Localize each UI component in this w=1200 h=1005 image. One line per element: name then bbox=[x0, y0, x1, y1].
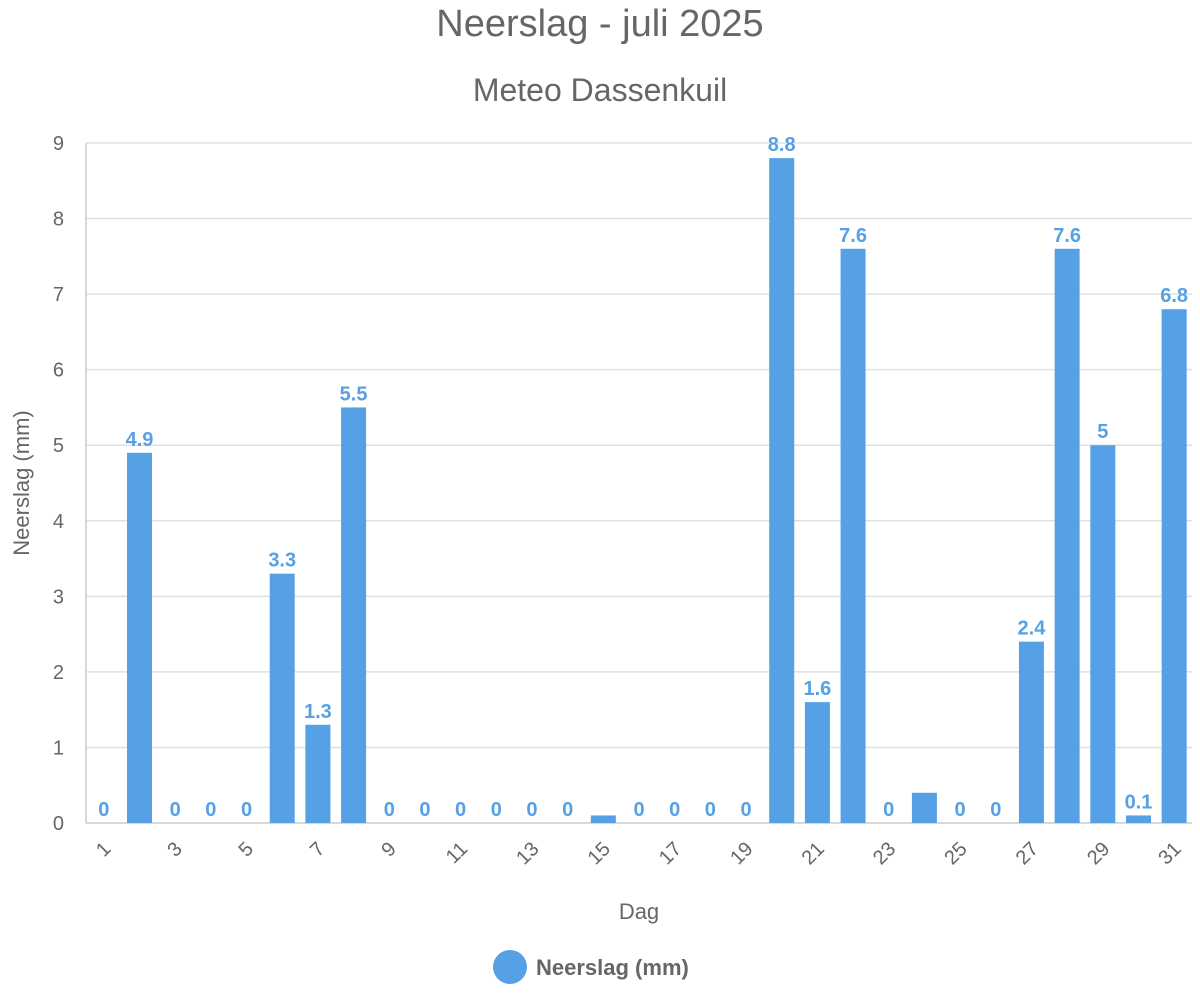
data-label: 0 bbox=[740, 799, 751, 821]
data-label: 5 bbox=[1097, 421, 1108, 443]
data-label: 1.6 bbox=[803, 678, 831, 700]
bar[interactable] bbox=[804, 702, 830, 823]
bar[interactable] bbox=[1125, 815, 1151, 823]
data-label: 0 bbox=[990, 799, 1001, 821]
x-tick-label: 13 bbox=[512, 838, 543, 869]
x-tick-label: 17 bbox=[655, 838, 686, 869]
x-tick-label: 15 bbox=[584, 838, 615, 869]
data-label: 0.1 bbox=[1125, 791, 1153, 813]
data-label: 7.6 bbox=[839, 225, 867, 247]
y-tick-label: 1 bbox=[53, 737, 64, 759]
x-tick-label: 11 bbox=[442, 838, 472, 868]
x-tick-label: 31 bbox=[1154, 838, 1185, 869]
bar[interactable] bbox=[341, 407, 367, 823]
x-axis-ticks: 1 3 5 7 9 11 13 15 17 19 21 23 25 27 29 31 bbox=[92, 838, 1186, 869]
bar[interactable] bbox=[769, 158, 795, 824]
data-label: 0 bbox=[384, 799, 395, 821]
data-label: 0 bbox=[955, 799, 966, 821]
x-tick-label: 1 bbox=[92, 838, 115, 861]
y-tick-label: 3 bbox=[53, 586, 64, 608]
legend-swatch bbox=[493, 950, 527, 984]
y-tick-label: 2 bbox=[53, 662, 64, 684]
data-label: 8.8 bbox=[768, 134, 796, 156]
data-label: 2.4 bbox=[1018, 618, 1047, 640]
chart-title: Neerslag - juli 2025 bbox=[436, 3, 763, 45]
y-axis-ticks: 0 1 2 3 4 5 6 7 8 9 bbox=[53, 133, 64, 835]
chart-subtitle: Meteo Dassenkuil bbox=[473, 72, 727, 108]
data-label: 0 bbox=[705, 799, 716, 821]
x-axis-label: Dag bbox=[619, 899, 659, 924]
bar[interactable] bbox=[1161, 309, 1187, 823]
x-tick-label: 21 bbox=[798, 838, 829, 869]
y-tick-label: 0 bbox=[53, 813, 64, 835]
data-label: 1.3 bbox=[304, 701, 332, 723]
data-label: 0 bbox=[419, 799, 430, 821]
y-tick-label: 9 bbox=[53, 133, 64, 155]
data-label: 0 bbox=[526, 799, 537, 821]
data-label: 5.5 bbox=[340, 383, 368, 405]
data-label: 0 bbox=[170, 799, 181, 821]
x-tick-label: 9 bbox=[377, 838, 400, 861]
data-label: 0 bbox=[205, 799, 216, 821]
data-label: 4.9 bbox=[126, 429, 154, 451]
bar[interactable] bbox=[590, 815, 616, 823]
legend-item-label: Neerslag (mm) bbox=[536, 955, 689, 980]
y-tick-label: 7 bbox=[53, 284, 64, 306]
x-tick-label: 19 bbox=[726, 838, 757, 869]
legend[interactable]: Neerslag (mm) bbox=[493, 950, 689, 984]
bar[interactable] bbox=[127, 452, 153, 823]
bar[interactable] bbox=[911, 792, 937, 823]
y-tick-label: 5 bbox=[53, 435, 64, 457]
y-tick-label: 6 bbox=[53, 360, 64, 382]
data-labels: 0 4.9 0 0 0 3.3 1.3 5.5 0 0 0 0 0 0 0 0 0 0 8.8 1.6 7.6 0 0 0 2.… bbox=[98, 134, 1188, 821]
x-tick-label: 29 bbox=[1083, 838, 1114, 869]
x-tick-label: 3 bbox=[163, 838, 186, 861]
y-tick-label: 4 bbox=[53, 511, 64, 533]
x-tick-label: 25 bbox=[940, 838, 971, 869]
x-tick-label: 27 bbox=[1012, 838, 1043, 869]
data-label: 0 bbox=[491, 799, 502, 821]
bar[interactable] bbox=[1054, 248, 1080, 823]
x-tick-label: 5 bbox=[235, 838, 258, 861]
data-label: 3.3 bbox=[268, 550, 296, 572]
data-label: 0 bbox=[669, 799, 680, 821]
bars bbox=[127, 158, 1187, 824]
y-axis-label: Neerslag (mm) bbox=[9, 410, 34, 555]
data-label: 7.6 bbox=[1053, 225, 1081, 247]
data-label: 0 bbox=[455, 799, 466, 821]
x-tick-label: 7 bbox=[306, 838, 329, 861]
data-label: 0 bbox=[633, 799, 644, 821]
data-label: 0 bbox=[562, 799, 573, 821]
x-tick-label: 23 bbox=[869, 838, 900, 869]
data-label: 0 bbox=[98, 799, 109, 821]
bar[interactable] bbox=[1090, 445, 1116, 823]
data-label: 6.8 bbox=[1160, 285, 1188, 307]
y-tick-label: 8 bbox=[53, 209, 64, 231]
bar[interactable] bbox=[840, 248, 866, 823]
bar[interactable] bbox=[269, 573, 295, 823]
bar[interactable] bbox=[305, 724, 331, 823]
data-label: 0 bbox=[883, 799, 894, 821]
data-label: 0 bbox=[241, 799, 252, 821]
bar[interactable] bbox=[1018, 641, 1044, 823]
